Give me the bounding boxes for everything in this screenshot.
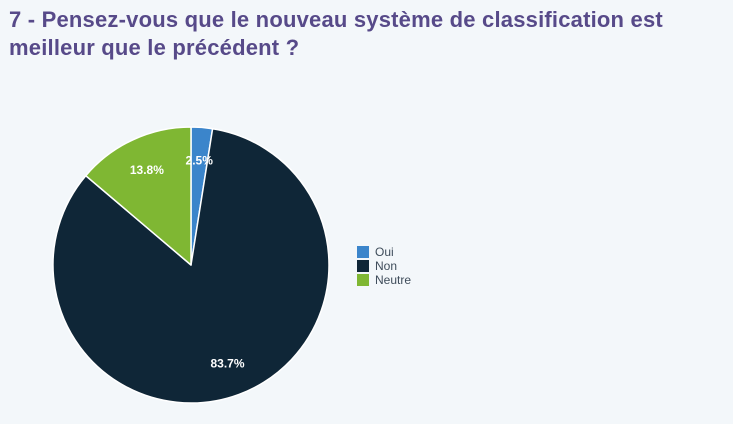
- slice-value-label-non: 83.7%: [210, 356, 244, 370]
- legend-label: Neutre: [375, 273, 412, 287]
- slice-value-label-neutre: 13.8%: [130, 163, 164, 177]
- page-title-line-1: 7 - Pensez-vous que le nouveau système d…: [9, 7, 663, 32]
- legend-item-neutre[interactable]: Neutre: [357, 273, 411, 287]
- slice-value-label-oui: 2.5%: [186, 153, 214, 167]
- legend: Oui Non Neutre: [357, 245, 411, 287]
- legend-label: Oui: [375, 245, 394, 259]
- legend-swatch: [357, 260, 369, 272]
- page-title: 7 - Pensez-vous que le nouveau système d…: [9, 6, 729, 62]
- legend-swatch: [357, 274, 369, 286]
- legend-swatch: [357, 246, 369, 258]
- legend-item-non[interactable]: Non: [357, 259, 411, 273]
- pie-slice-non[interactable]: [52, 127, 330, 404]
- legend-label: Non: [375, 259, 398, 273]
- pie-slice-neutre[interactable]: [85, 126, 192, 266]
- legend-item-oui[interactable]: Oui: [357, 245, 411, 259]
- pie-chart: 2.5% 83.7% 13.8%: [52, 126, 330, 404]
- page-title-line-2: meilleur que le précédent ?: [9, 35, 300, 60]
